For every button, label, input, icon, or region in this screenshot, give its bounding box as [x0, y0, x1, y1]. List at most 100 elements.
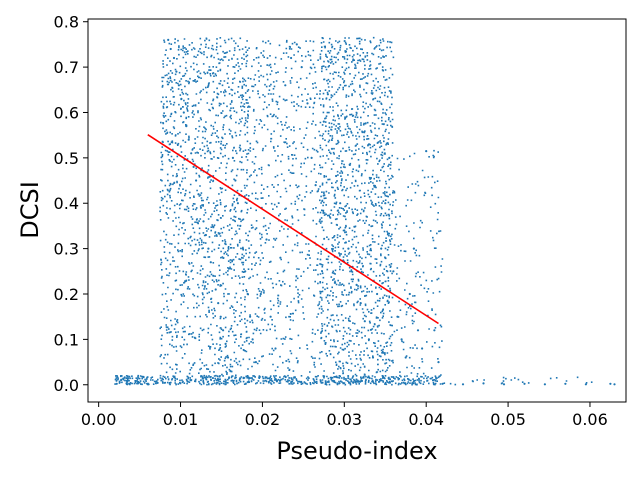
scatter-point [359, 302, 362, 305]
scatter-point [246, 292, 249, 296]
scatter-point [172, 56, 176, 60]
scatter-point [384, 202, 387, 205]
scatter-point [416, 329, 420, 332]
scatter-point [251, 338, 254, 341]
y-axis-ticks: 0.0 0.1 0.2 0.3 0.4 0.5 0.6 0.7 0.8 [54, 13, 88, 395]
scatter-point [190, 152, 193, 155]
scatter-point [175, 70, 178, 73]
scatter-point [363, 320, 366, 323]
scatter-point [219, 315, 222, 318]
y-tick-label: 0.6 [54, 103, 79, 122]
scatter-point [177, 84, 180, 87]
scatter-point [156, 381, 159, 384]
x-tick-label: 0.06 [572, 410, 608, 429]
scatter-point [197, 193, 200, 196]
scatter-point [421, 347, 424, 350]
scatter-point [523, 382, 526, 385]
scatter-point [214, 288, 217, 291]
scatter-point [259, 292, 262, 296]
x-axis-ticks: 0.00 0.01 0.02 0.03 0.04 0.05 0.06 [81, 402, 608, 429]
y-tick-label: 0.2 [54, 285, 79, 304]
point-cloud-1 [159, 37, 251, 386]
scatter-point [343, 229, 346, 232]
scatter-point [231, 156, 234, 159]
scatter-point [314, 184, 317, 187]
x-tick-label: 0.02 [245, 410, 281, 429]
scatter-point [222, 329, 225, 332]
scatter-point [482, 382, 485, 385]
scatter-point [380, 247, 383, 250]
scatter-point [584, 383, 588, 386]
scatter-point [306, 102, 309, 105]
fit-line [147, 134, 439, 325]
scatter-point [241, 247, 244, 250]
scatter-point [371, 356, 375, 359]
scatter-point [318, 220, 321, 223]
y-axis-title: DCSI [16, 181, 44, 239]
scatter-point [441, 382, 444, 385]
scatter-point [244, 270, 247, 273]
scatter-point [300, 66, 303, 69]
scatter-point [254, 361, 257, 364]
scatter-point [182, 111, 185, 114]
scatter-point [136, 382, 140, 385]
scatter-point [202, 220, 205, 223]
scatter-point [425, 150, 428, 153]
scatter-point [310, 156, 313, 159]
scatter-point [234, 179, 237, 182]
y-tick-label: 0.7 [54, 58, 79, 77]
scatter-point [185, 125, 188, 128]
scatter-point [290, 56, 293, 60]
scatter-point [212, 274, 215, 277]
scatter-point [209, 261, 212, 264]
scatter-point [433, 329, 436, 332]
x-tick-label: 0.00 [81, 410, 117, 429]
fit-layer [147, 134, 439, 325]
scatter-point [392, 270, 395, 273]
scatter-point [115, 382, 118, 385]
scatter-point [226, 356, 230, 359]
scatter-point [613, 383, 616, 386]
scatter-point [167, 38, 170, 42]
scatter-point [355, 283, 358, 286]
scatter-point [180, 97, 183, 100]
x-tick-label: 0.04 [408, 410, 444, 429]
x-tick-label: 0.05 [490, 410, 526, 429]
scatter-point [147, 383, 150, 386]
y-tick-label: 0.4 [54, 194, 79, 213]
scatter-point [339, 202, 342, 205]
scatter-point [396, 315, 399, 318]
scatter-point [543, 383, 547, 386]
scatter-point [564, 382, 567, 385]
scatter-point [204, 233, 207, 237]
scatter-point [265, 238, 268, 241]
scatter-point [388, 156, 391, 159]
scatter-point [192, 165, 195, 168]
scatter-point [217, 302, 220, 305]
scatter-point [502, 383, 506, 386]
y-tick-label: 0.0 [54, 376, 79, 395]
scatter-point [437, 361, 440, 364]
scatter-point [330, 147, 334, 150]
scatter-point [199, 206, 203, 209]
scatter-point [376, 292, 379, 296]
scatter-point [404, 356, 407, 359]
scatter-point [236, 202, 239, 205]
scatter-point [229, 370, 232, 373]
scatter-point [408, 292, 411, 296]
scatter-point [609, 382, 612, 385]
scatter-point [195, 179, 198, 182]
point-cloud-5 [114, 374, 593, 386]
points-layer [114, 36, 616, 386]
scatter-point [274, 347, 277, 350]
y-tick-label: 0.3 [54, 240, 79, 259]
y-tick-label: 0.1 [54, 330, 79, 349]
x-axis-title: Pseudo-index [276, 437, 437, 465]
plot-frame [87, 18, 627, 403]
scatter-point [347, 247, 350, 250]
scatter-point [284, 84, 287, 87]
scatter-point [279, 256, 282, 259]
point-cloud-3 [319, 36, 395, 385]
